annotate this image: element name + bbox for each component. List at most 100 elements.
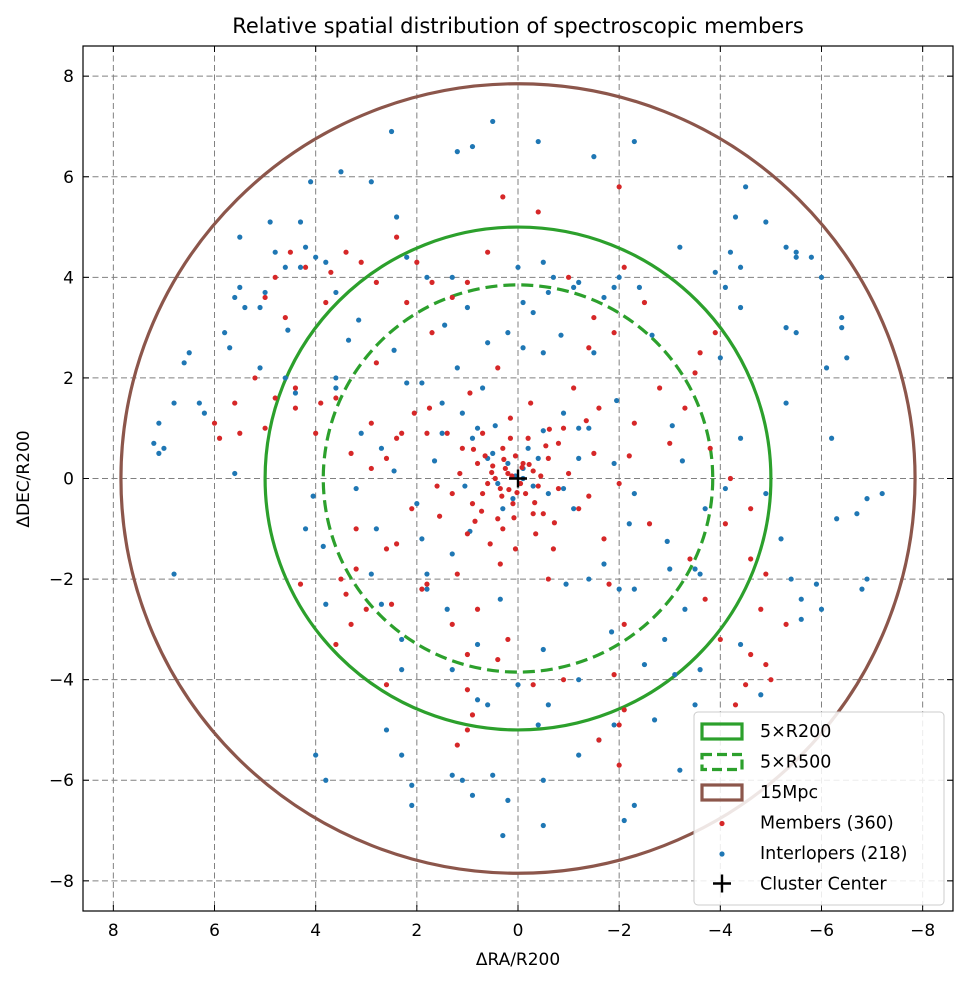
- x-tick-label: 8: [108, 921, 119, 941]
- y-tick-label: −8: [49, 872, 74, 892]
- member-point: [292, 405, 299, 411]
- interloper-point: [571, 284, 577, 290]
- member-point: [748, 506, 754, 512]
- member-point: [232, 400, 238, 406]
- member-point: [519, 464, 525, 471]
- member-point: [565, 274, 572, 280]
- interloper-point: [399, 636, 405, 643]
- x-tick-label: −2: [607, 921, 632, 941]
- interloper-point: [313, 254, 319, 260]
- cluster-center-marker: [509, 469, 527, 488]
- interloper-point: [722, 485, 728, 492]
- x-tick-label: 0: [513, 921, 524, 941]
- interloper-point: [692, 702, 698, 708]
- member-point: [424, 430, 430, 436]
- member-point: [404, 299, 410, 306]
- interloper-point: [310, 493, 316, 499]
- interloper-point: [399, 667, 405, 673]
- interloper-point: [257, 365, 263, 371]
- interloper-point: [621, 817, 627, 824]
- interloper-point: [302, 244, 309, 250]
- interloper-point: [601, 294, 607, 301]
- interloper-point: [793, 254, 799, 260]
- circle-5×R500: [321, 283, 715, 674]
- member-point: [373, 279, 379, 285]
- interloper-point: [242, 304, 248, 311]
- member-point: [499, 493, 505, 499]
- member-point: [497, 561, 503, 567]
- interloper-point: [682, 606, 688, 612]
- interloper-point: [414, 501, 420, 507]
- member-point: [621, 264, 627, 270]
- interloper-point: [737, 264, 744, 270]
- interloper-point: [424, 586, 430, 592]
- y-tick-label: 0: [63, 470, 74, 490]
- interloper-point: [490, 772, 496, 778]
- interloper-point: [424, 274, 430, 280]
- interloper-point: [373, 526, 379, 532]
- interloper-point: [449, 772, 455, 778]
- member-point: [530, 682, 536, 688]
- interloper-point: [879, 490, 885, 497]
- interloper-point: [323, 777, 329, 783]
- member-point: [469, 501, 476, 507]
- legend-label: 5×R200: [760, 722, 831, 742]
- interloper-point: [697, 667, 703, 673]
- member-point: [482, 453, 488, 459]
- member-point: [368, 420, 374, 426]
- interloper-point: [313, 752, 319, 758]
- interloper-point: [614, 397, 620, 404]
- interloper-point: [419, 380, 425, 386]
- member-point: [571, 385, 577, 391]
- interloper-point: [520, 299, 526, 306]
- member-point: [727, 475, 734, 482]
- interloper-point: [474, 425, 481, 431]
- interloper-point: [505, 330, 511, 336]
- y-axis-label: ΔDEC/R200: [14, 430, 34, 527]
- interloper-point: [308, 179, 314, 185]
- interloper-point: [181, 360, 187, 366]
- member-point: [555, 440, 562, 446]
- interloper-point: [292, 390, 299, 396]
- member-point: [540, 511, 546, 517]
- interloper-point: [818, 274, 825, 280]
- legend-label: Interlopers (218): [760, 844, 907, 864]
- interloper-point: [560, 410, 567, 416]
- interloper-point: [479, 385, 486, 391]
- member-point: [591, 450, 597, 456]
- member-point: [611, 330, 617, 336]
- interloper-point: [297, 264, 304, 270]
- interloper-point: [798, 596, 804, 602]
- interloper-point: [497, 596, 503, 602]
- interloper-point: [444, 606, 450, 612]
- member-point: [687, 556, 693, 562]
- member-point: [492, 475, 498, 482]
- member-point: [429, 279, 435, 285]
- legend-dot: [719, 851, 725, 857]
- x-axis-label: ΔRA/R200: [476, 950, 560, 970]
- member-point: [546, 426, 552, 432]
- interloper-point: [333, 375, 339, 381]
- interloper-point: [161, 445, 167, 451]
- interloper-point: [540, 777, 546, 783]
- interloper-point: [651, 717, 658, 723]
- member-point: [348, 621, 354, 627]
- interloper-point: [404, 254, 410, 260]
- interloper-point: [631, 802, 637, 808]
- interloper-point: [391, 468, 397, 474]
- interloper-point: [586, 425, 592, 431]
- interloper-point: [662, 636, 668, 643]
- member-point: [512, 546, 519, 552]
- interloper-point: [449, 274, 455, 280]
- interloper-point: [530, 309, 536, 316]
- interloper-point: [156, 420, 162, 426]
- member-point: [424, 581, 430, 587]
- interloper-point: [783, 244, 789, 250]
- member-point: [373, 360, 379, 366]
- interloper-point: [282, 264, 288, 270]
- interloper-point: [378, 601, 385, 607]
- interloper-point: [818, 606, 825, 612]
- interloper-point: [697, 571, 703, 577]
- interloper-point: [737, 641, 744, 648]
- member-point: [712, 330, 718, 336]
